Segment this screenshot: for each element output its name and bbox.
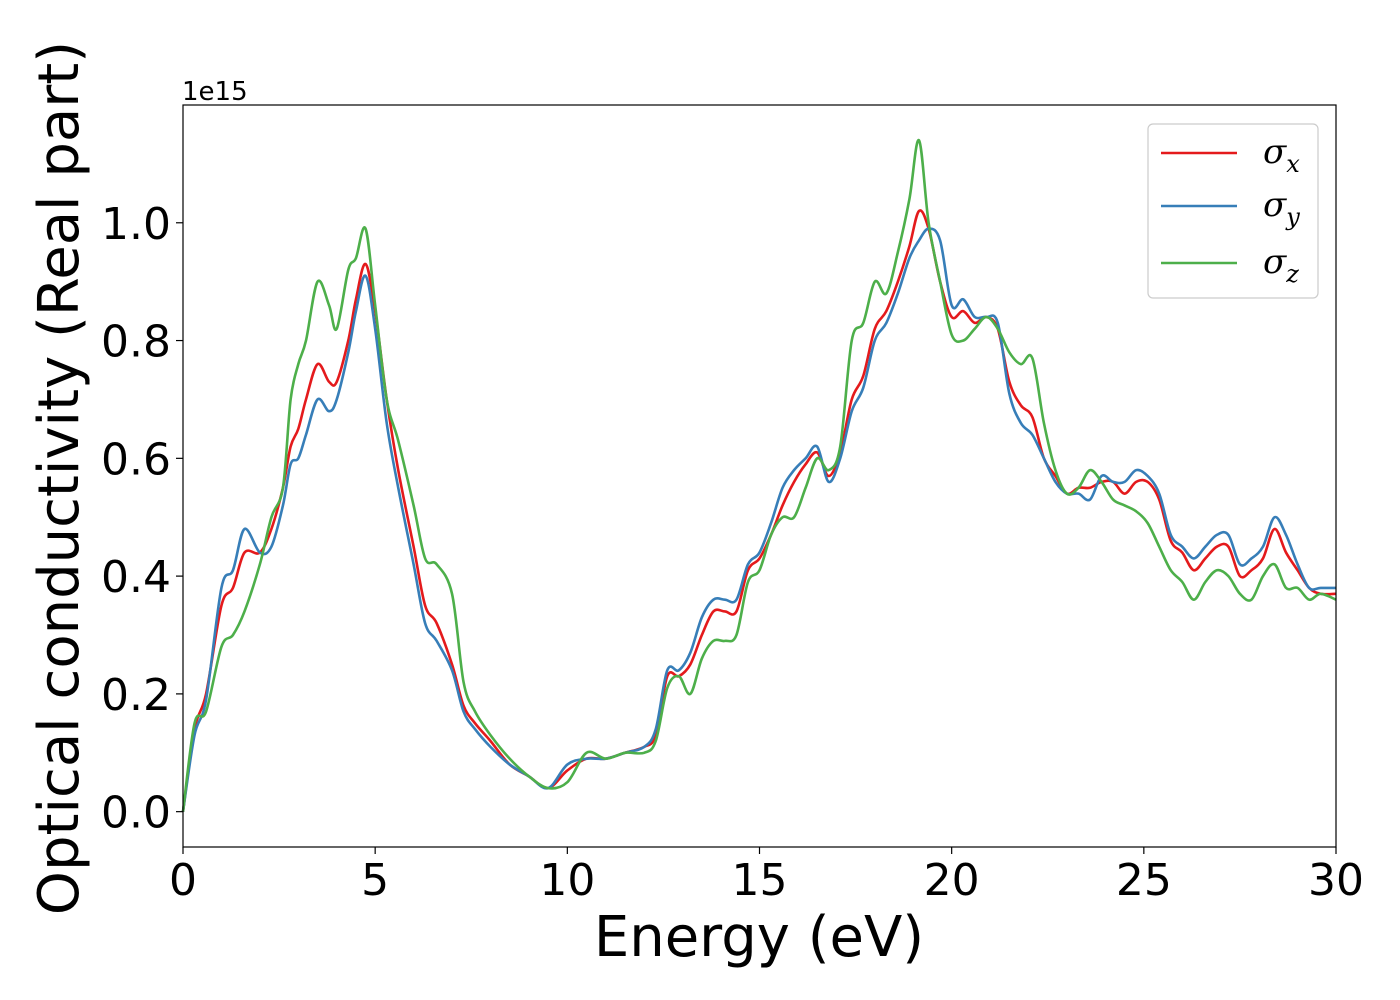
series-layer — [181, 139, 1337, 812]
series-line-x — [181, 209, 1337, 812]
y-tick-label: 0.4 — [101, 552, 171, 603]
y-tick-label: 0.8 — [101, 317, 171, 368]
x-tick-label: 5 — [361, 855, 389, 906]
y-axis-title: Optical conductivity (Real part) — [27, 41, 92, 915]
x-tick-label: 30 — [1308, 855, 1364, 906]
x-tick-label: 15 — [732, 855, 788, 906]
x-tick-label: 10 — [539, 855, 595, 906]
legend-label-y: σy — [1263, 185, 1300, 231]
y-tick-label: 0.0 — [101, 788, 171, 839]
y-tick-label: 0.2 — [101, 670, 171, 721]
y-axis-ticks: 0.0 0.2 0.4 0.6 0.8 1.0 — [101, 199, 183, 839]
series-line-y — [181, 227, 1336, 812]
x-tick-label: 25 — [1116, 855, 1172, 906]
x-axis-title: Energy (eV) — [594, 905, 924, 970]
y-tick-label: 0.6 — [101, 434, 171, 485]
x-tick-label: 0 — [169, 855, 197, 906]
y-tick-label: 1.0 — [101, 199, 171, 250]
legend-label-z: σz — [1263, 242, 1299, 288]
legend: σx σy σz — [1147, 123, 1319, 299]
x-tick-label: 20 — [924, 855, 980, 906]
series-line-z — [181, 139, 1337, 812]
legend-box — [1147, 123, 1319, 299]
x-axis-ticks: 0 5 10 15 20 25 30 — [169, 847, 1364, 906]
y-offset-text: 1e15 — [182, 77, 248, 107]
legend-label-x: σx — [1263, 132, 1300, 178]
